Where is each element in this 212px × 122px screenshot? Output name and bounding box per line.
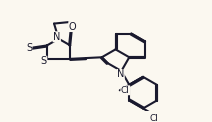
Text: O: O bbox=[69, 22, 76, 32]
Text: S: S bbox=[41, 56, 47, 66]
Text: N: N bbox=[53, 32, 60, 42]
Text: S: S bbox=[26, 43, 32, 53]
Text: N: N bbox=[117, 70, 124, 80]
Text: Cl: Cl bbox=[121, 86, 130, 95]
Text: Cl: Cl bbox=[150, 114, 159, 122]
